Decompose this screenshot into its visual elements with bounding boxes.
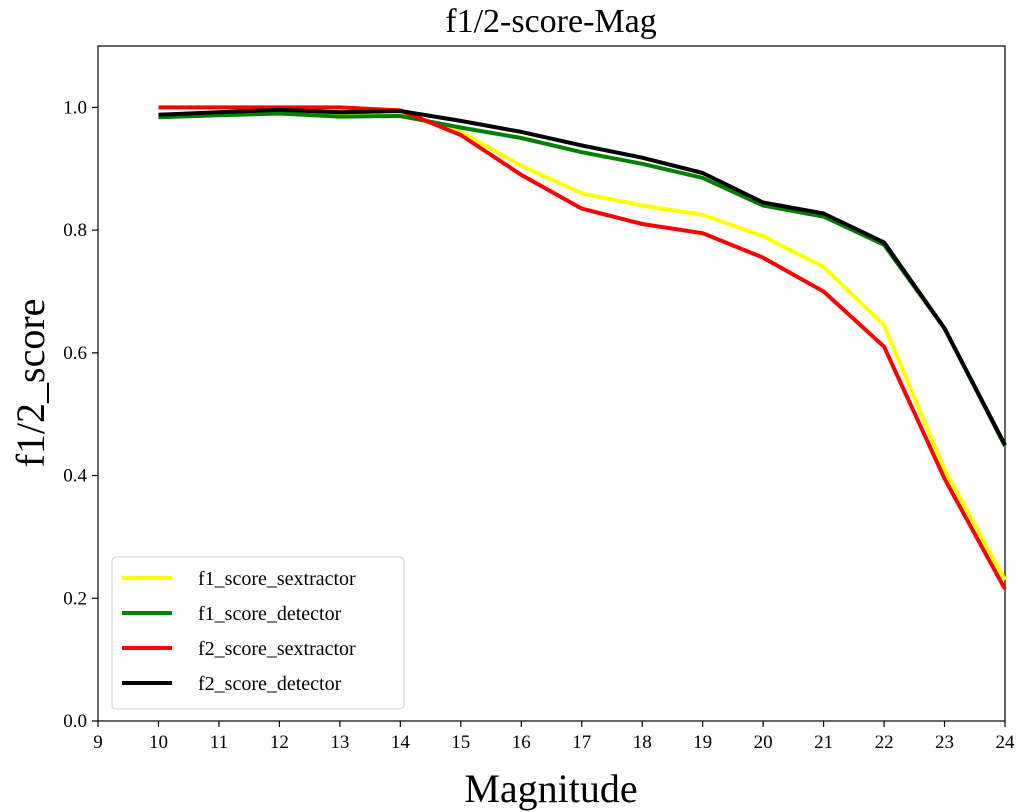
- legend: f1_score_sextractor f1_score_detector f2_s…: [111, 556, 405, 710]
- legend-label: f2_score_detector: [198, 673, 342, 695]
- x-tick-label: 22: [875, 732, 894, 753]
- series-line-f2_score_sextractor: [158, 105, 1007, 591]
- x-axis-label: Magnitude: [464, 766, 637, 811]
- y-tick-label: 0.4: [63, 466, 87, 487]
- y-axis-label: f1/2_score: [8, 299, 53, 468]
- legend-label: f1_score_detector: [198, 603, 342, 625]
- x-tick-label: 20: [754, 732, 773, 753]
- legend-box: [111, 556, 405, 710]
- series-line-f2_score_detector: [158, 107, 1007, 446]
- x-tick-label: 11: [210, 732, 228, 753]
- y-tick-label: 0.6: [63, 343, 87, 364]
- x-axis-ticks: 9 10 11 12 13 14 15 16 17 18 19 20 21 22 23 24: [93, 721, 1015, 753]
- series-line-f1_score_sextractor: [158, 108, 1007, 581]
- x-tick-label: 15: [451, 732, 470, 753]
- x-tick-label: 21: [814, 732, 833, 753]
- chart-title: f1/2-score-Mag: [445, 3, 656, 40]
- y-tick-label: 0.0: [63, 711, 87, 732]
- plot-area: [97, 45, 1007, 722]
- series-lines: [158, 105, 1007, 591]
- x-tick-label: 14: [391, 732, 411, 753]
- y-tick-label: 1.0: [63, 97, 87, 118]
- plot-frame: [97, 45, 1006, 722]
- y-tick-label: 0.8: [63, 220, 87, 241]
- legend-label: f2_score_sextractor: [198, 638, 356, 660]
- legend-entries: f1_score_sextractor f1_score_detector f2_s…: [122, 568, 356, 695]
- y-axis-ticks: 0.0 0.2 0.4 0.6 0.8 1.0: [63, 97, 98, 732]
- x-tick-label: 17: [572, 732, 591, 753]
- x-tick-label: 24: [996, 732, 1016, 753]
- x-tick-label: 23: [935, 732, 954, 753]
- x-tick-label: 16: [512, 732, 531, 753]
- x-tick-label: 12: [270, 732, 289, 753]
- x-tick-label: 9: [93, 732, 103, 753]
- x-tick-label: 13: [330, 732, 349, 753]
- series-line-f1_score_detector: [158, 111, 1007, 448]
- y-tick-label: 0.2: [63, 588, 87, 609]
- x-tick-label: 18: [633, 732, 652, 753]
- x-tick-label: 10: [149, 732, 168, 753]
- x-tick-label: 19: [693, 732, 712, 753]
- legend-label: f1_score_sextractor: [198, 568, 356, 590]
